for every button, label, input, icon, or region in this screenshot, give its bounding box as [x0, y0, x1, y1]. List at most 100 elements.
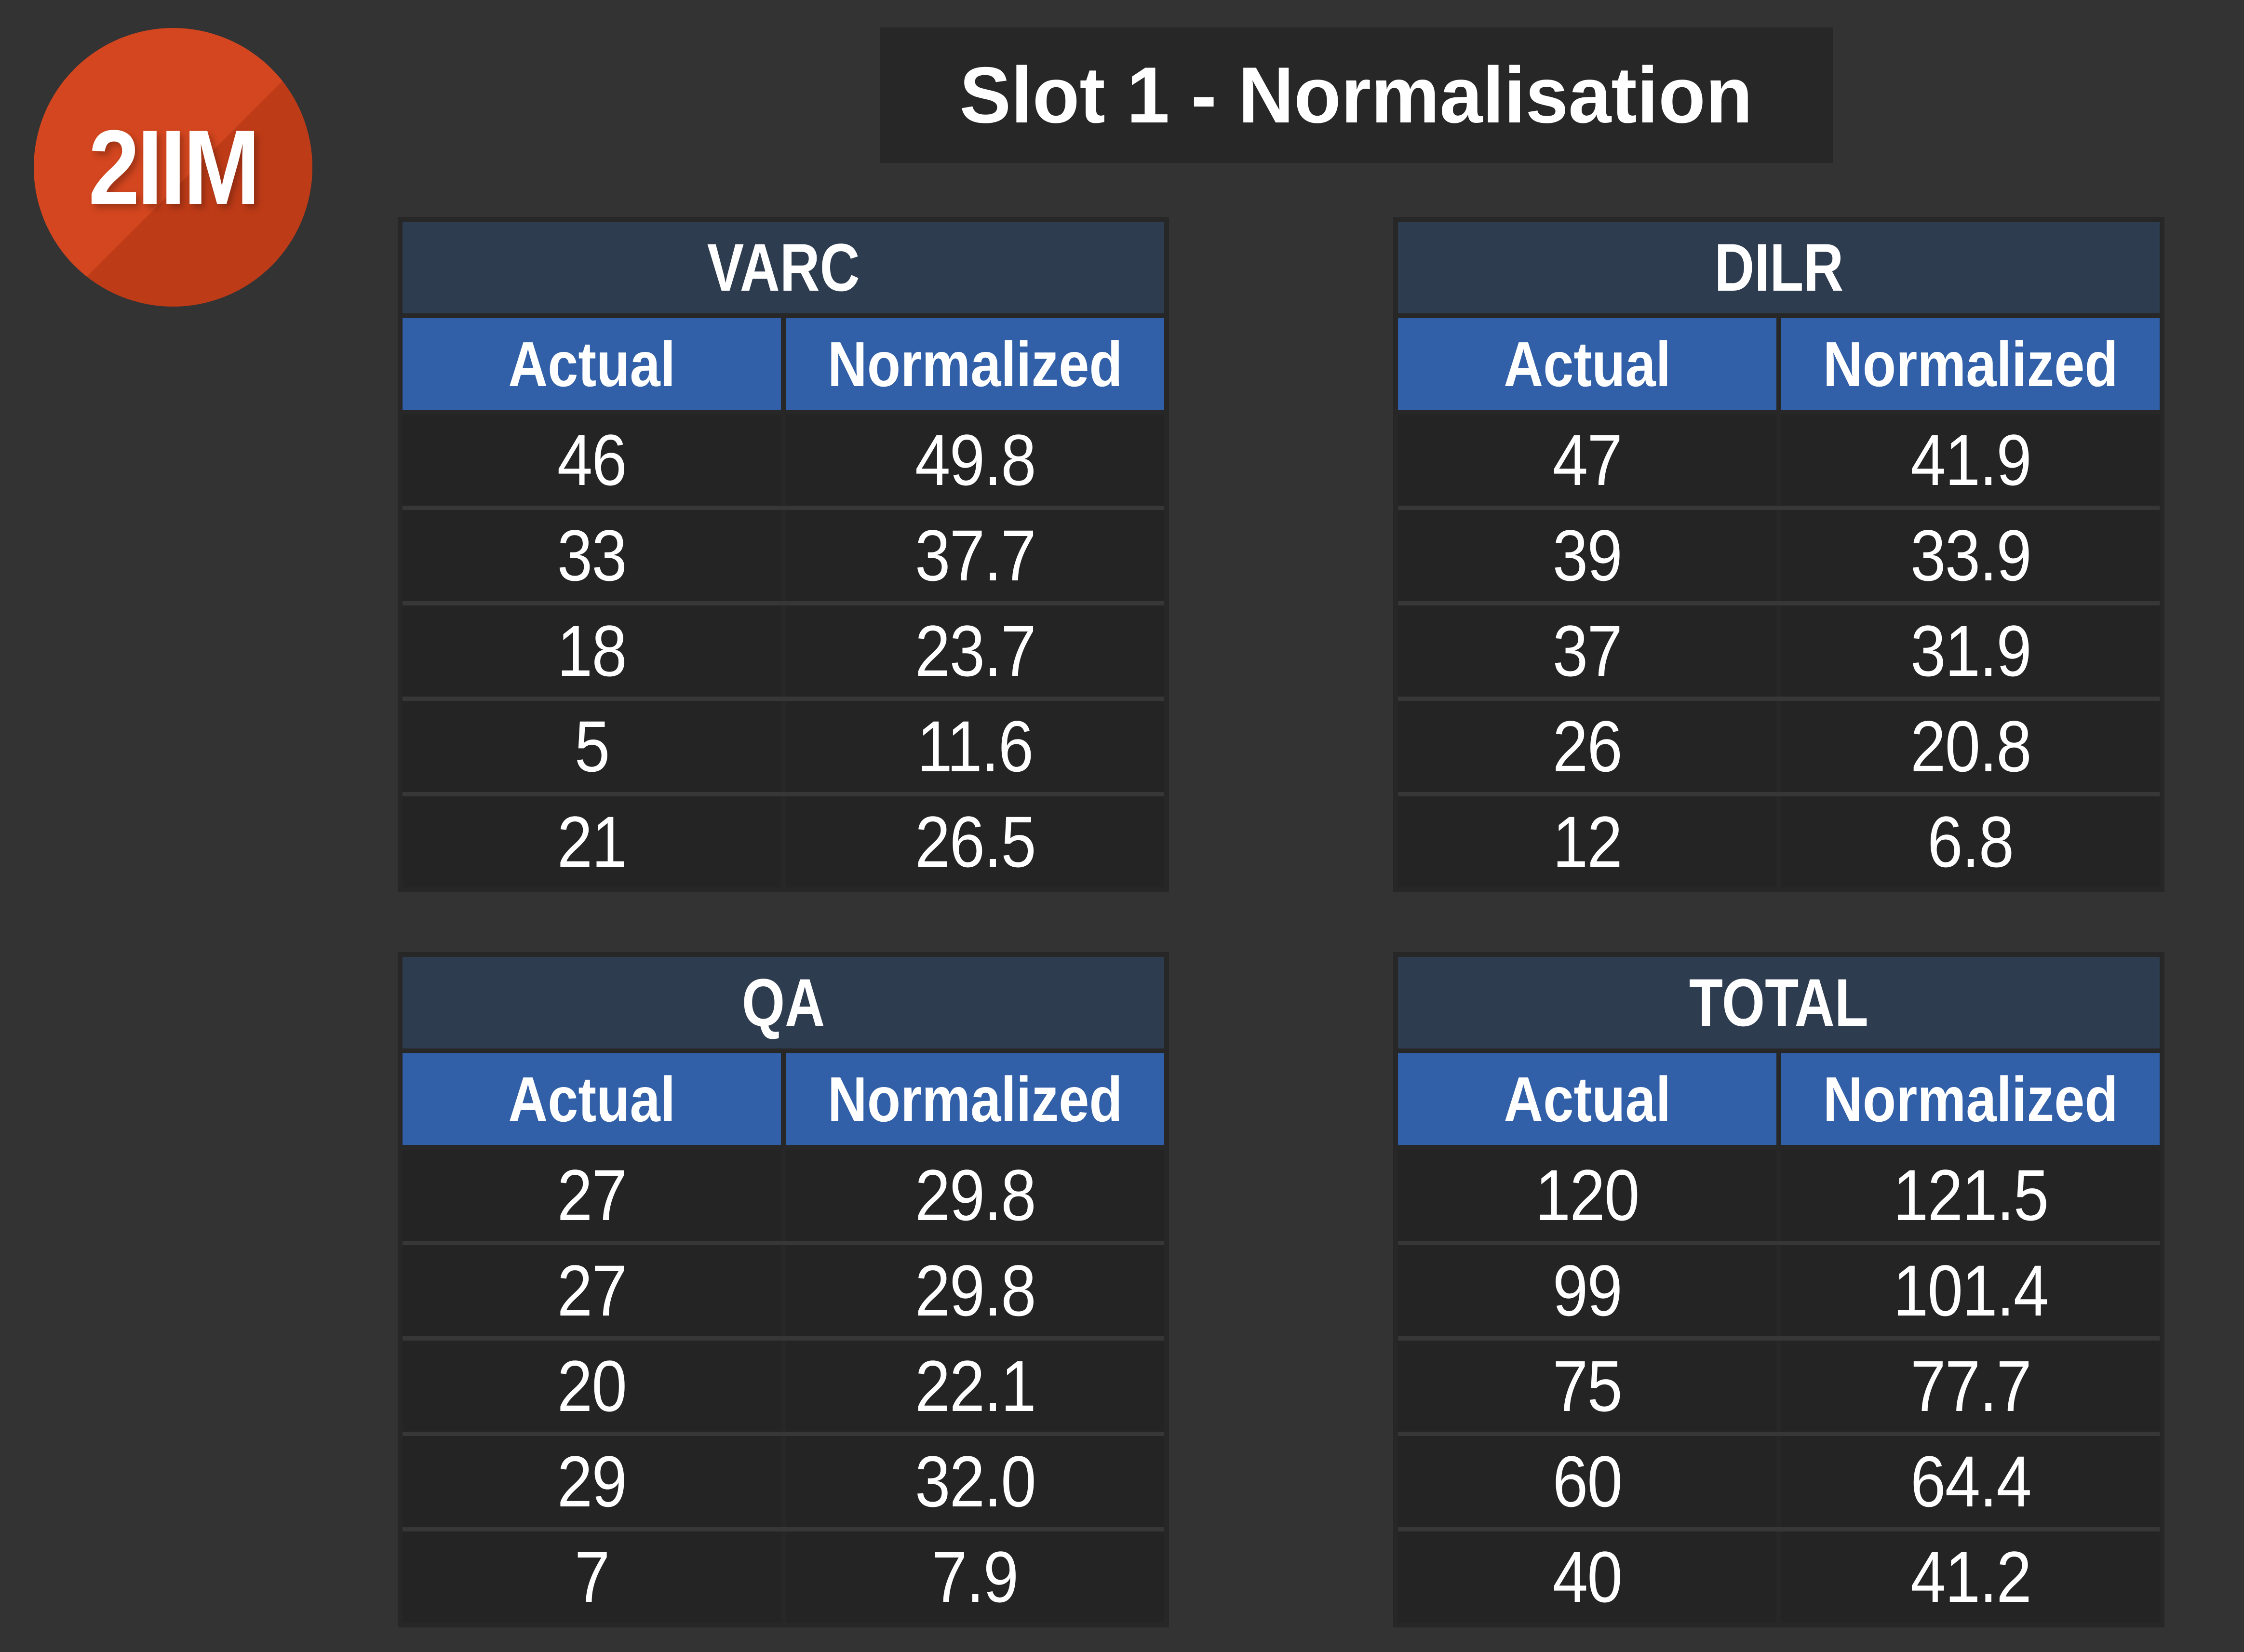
cell-actual: 99	[1398, 1245, 1776, 1336]
header-row: Actual Normalized	[403, 1053, 1164, 1145]
table-row: 75 77.7	[1398, 1336, 2160, 1432]
divider	[781, 510, 786, 601]
divider	[1776, 1245, 1781, 1336]
header-row: Actual Normalized	[1398, 318, 2160, 410]
cell-actual: 29	[403, 1436, 781, 1527]
table-title-qa: QA	[403, 957, 1164, 1048]
divider	[1776, 605, 1781, 697]
cell-actual: 37	[1398, 605, 1776, 697]
cell-actual: 60	[1398, 1436, 1776, 1527]
divider	[781, 701, 786, 792]
column-header-label: Normalized	[827, 328, 1123, 400]
cell-value: 33.9	[1910, 515, 2032, 596]
divider	[1776, 1341, 1781, 1432]
table-title-dilr: DILR	[1398, 222, 2160, 313]
divider	[403, 313, 1164, 318]
column-header-normalized: Normalized	[786, 1053, 1164, 1145]
cell-normalized: 77.7	[1781, 1341, 2160, 1432]
divider	[1776, 415, 1781, 506]
table-row: 27 29.8	[403, 1150, 1164, 1241]
table-row: 7 7.9	[403, 1527, 1164, 1623]
cell-value: 20.8	[1910, 706, 2032, 787]
cell-actual: 47	[1398, 415, 1776, 506]
table-row: 40 41.2	[1398, 1527, 2160, 1623]
divider	[781, 318, 786, 410]
table-title-label: QA	[741, 965, 825, 1040]
cell-normalized: 41.2	[1781, 1531, 2160, 1623]
cell-value: 5	[574, 706, 610, 787]
column-header-normalized: Normalized	[1781, 1053, 2160, 1145]
cell-normalized: 22.1	[786, 1341, 1164, 1432]
table-row: 26 20.8	[1398, 697, 2160, 792]
cell-normalized: 64.4	[1781, 1436, 2160, 1527]
cell-normalized: 29.8	[786, 1245, 1164, 1336]
cell-actual: 75	[1398, 1341, 1776, 1432]
cell-actual: 18	[403, 605, 781, 697]
divider	[1776, 1531, 1781, 1623]
cell-value: 27	[557, 1155, 627, 1236]
cell-normalized: 31.9	[1781, 605, 2160, 697]
table-title-label: TOTAL	[1689, 965, 1868, 1040]
divider	[1776, 510, 1781, 601]
cell-actual: 33	[403, 510, 781, 601]
column-header-label: Actual	[1504, 1063, 1671, 1135]
column-header-normalized: Normalized	[786, 318, 1164, 410]
table-row: 20 22.1	[403, 1336, 1164, 1432]
cell-value: 121.5	[1893, 1155, 2049, 1236]
cell-normalized: 20.8	[1781, 701, 2160, 792]
divider	[781, 1436, 786, 1527]
cell-normalized: 49.8	[786, 415, 1164, 506]
cell-value: 77.7	[1910, 1345, 2032, 1426]
cell-actual: 46	[403, 415, 781, 506]
cell-value: 39	[1552, 515, 1623, 596]
cell-normalized: 32.0	[786, 1436, 1164, 1527]
table-row: 29 32.0	[403, 1432, 1164, 1527]
divider	[781, 1053, 786, 1145]
cell-normalized: 37.7	[786, 510, 1164, 601]
cell-normalized: 26.5	[786, 796, 1164, 887]
column-header-actual: Actual	[403, 318, 781, 410]
cell-value: 32.0	[914, 1441, 1036, 1522]
cell-normalized: 33.9	[1781, 510, 2160, 601]
table-title-label: DILR	[1714, 229, 1843, 305]
cell-value: 33	[557, 515, 627, 596]
cell-value: 29.8	[914, 1250, 1036, 1331]
column-header-actual: Actual	[1398, 1053, 1776, 1145]
divider	[403, 1145, 1164, 1150]
table-varc: VARC Actual Normalized 46 49.8 33 37.7 1…	[398, 217, 1169, 892]
cell-value: 75	[1552, 1345, 1623, 1426]
column-header-label: Normalized	[1823, 1063, 2118, 1135]
cell-value: 41.9	[1910, 419, 2032, 500]
table-row: 27 29.8	[403, 1241, 1164, 1336]
cell-value: 49.8	[914, 419, 1036, 500]
cell-value: 37.7	[914, 515, 1036, 596]
column-header-label: Actual	[508, 328, 675, 400]
cell-value: 21	[557, 801, 627, 882]
cell-value: 41.2	[1910, 1536, 2032, 1617]
table-row: 5 11.6	[403, 697, 1164, 792]
divider	[1776, 796, 1781, 887]
column-header-label: Normalized	[1823, 328, 2118, 400]
table-dilr: DILR Actual Normalized 47 41.9 39 33.9 3…	[1393, 217, 2164, 892]
cell-value: 26.5	[914, 801, 1036, 882]
divider	[1776, 1150, 1781, 1241]
divider	[1776, 318, 1781, 410]
cell-value: 60	[1552, 1441, 1623, 1522]
cell-normalized: 7.9	[786, 1531, 1164, 1623]
cell-value: 47	[1552, 419, 1623, 500]
table-title-label: VARC	[707, 229, 860, 305]
cell-normalized: 101.4	[1781, 1245, 2160, 1336]
cell-value: 18	[557, 610, 627, 691]
table-row: 12 6.8	[1398, 792, 2160, 887]
slide-title-plate: Slot 1 - Normalisation	[880, 27, 1833, 163]
cell-actual: 40	[1398, 1531, 1776, 1623]
cell-value: 12	[1552, 801, 1623, 882]
table-title-total: TOTAL	[1398, 957, 2160, 1048]
cell-value: 7.9	[932, 1536, 1019, 1617]
cell-value: 101.4	[1893, 1250, 2049, 1331]
table-title-varc: VARC	[403, 222, 1164, 313]
table-row: 21 26.5	[403, 792, 1164, 887]
column-header-normalized: Normalized	[1781, 318, 2160, 410]
cell-normalized: 121.5	[1781, 1150, 2160, 1241]
